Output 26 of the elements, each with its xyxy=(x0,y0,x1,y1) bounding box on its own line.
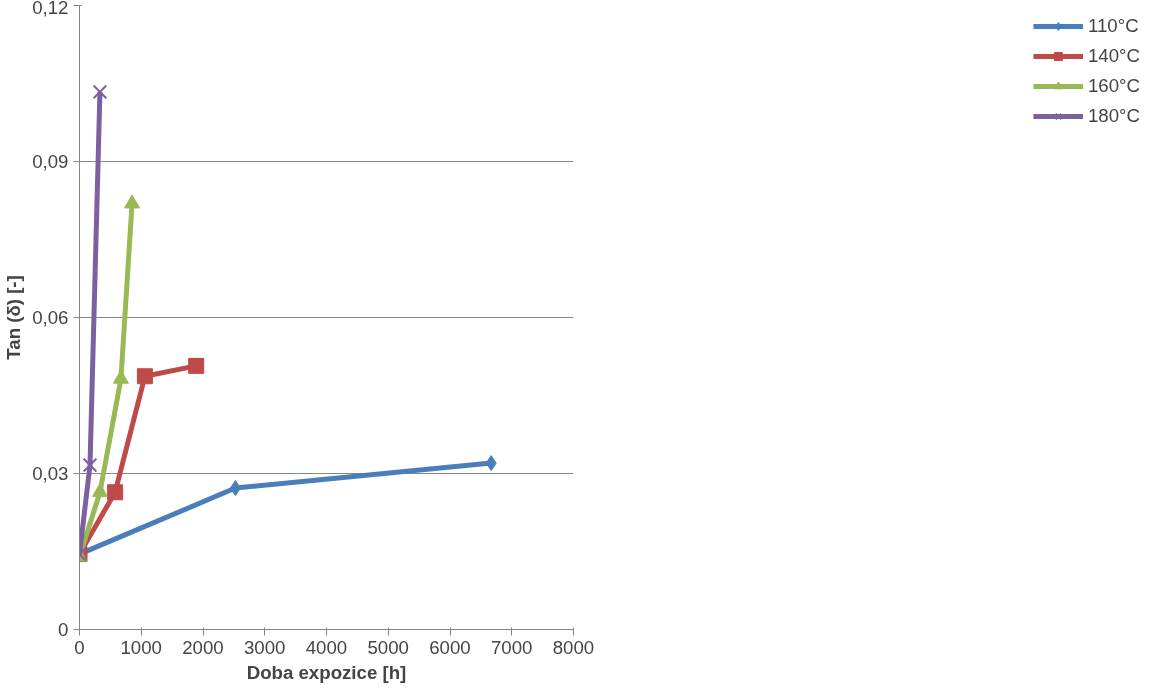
y-tick-label: 0 xyxy=(58,619,69,640)
legend-label: 140°C xyxy=(1087,45,1140,67)
x-tick-label: 6000 xyxy=(429,636,471,658)
x-tick-label: 8000 xyxy=(552,636,595,658)
legend-label: 110°C xyxy=(1087,15,1139,37)
x-tick-label: 4000 xyxy=(305,636,348,658)
x-tick-label: 5000 xyxy=(367,636,410,658)
x-tick-label: 7000 xyxy=(491,636,533,658)
y-tick-label: 0,03 xyxy=(32,463,69,484)
y-tick-label: 0,12 xyxy=(32,0,69,18)
x-tick-label: 3000 xyxy=(244,636,286,658)
point xyxy=(136,368,153,385)
y-axis-title: Tan (δ) [-] xyxy=(3,275,25,360)
x-axis-title: Doba expozice [h] xyxy=(246,661,407,683)
point xyxy=(82,457,98,473)
point xyxy=(92,84,108,100)
y-tick-label: 0,06 xyxy=(32,307,69,328)
legend-label: 180°C xyxy=(1087,105,1140,127)
x-tick-label: 0 xyxy=(74,636,85,658)
x-tick-label: 2000 xyxy=(182,636,224,658)
point xyxy=(91,483,108,498)
legend-label: 160°C xyxy=(1087,75,1140,97)
y-tick-label: 0,09 xyxy=(32,151,69,172)
point xyxy=(107,484,124,501)
point xyxy=(188,357,205,374)
x-tick-label: 1000 xyxy=(120,636,163,658)
